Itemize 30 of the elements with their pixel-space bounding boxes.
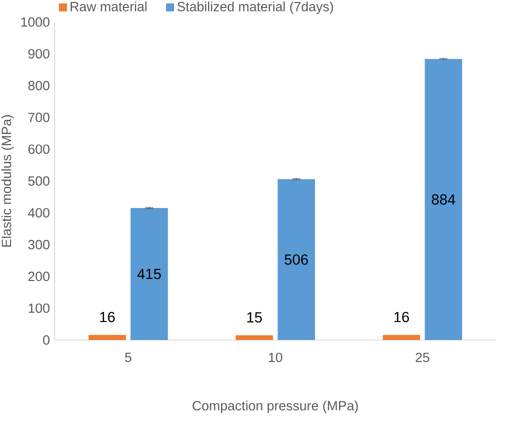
bar — [130, 208, 168, 340]
data-label: 415 — [137, 268, 161, 280]
bar — [278, 179, 315, 340]
y-tick-label: 200 — [28, 272, 50, 282]
y-tick-label: 500 — [28, 176, 50, 186]
y-tick-label: 700 — [28, 112, 50, 122]
bar — [382, 334, 420, 340]
y-axis-title: Elastic modulus (MPa) — [1, 115, 14, 247]
x-tick-label: 10 — [268, 352, 282, 362]
y-tick-label: 800 — [28, 80, 50, 90]
y-tick-label: 100 — [28, 303, 50, 313]
bar — [424, 58, 462, 340]
y-tick-label: 0 — [43, 335, 50, 345]
y-tick-label: 900 — [28, 49, 50, 59]
x-axis-title: Compaction pressure (MPa) — [192, 400, 358, 414]
y-tick-label: 300 — [28, 240, 50, 250]
x-tick-label: 5 — [125, 352, 132, 362]
y-tick-label: 400 — [28, 208, 50, 218]
legend-label: Stabilized material (7days) — [177, 2, 333, 14]
data-label: 884 — [432, 194, 456, 205]
data-label: 16 — [394, 312, 409, 322]
data-label: 506 — [284, 254, 308, 265]
x-tick-label: 25 — [416, 352, 430, 362]
y-tick-label: 600 — [28, 144, 50, 154]
data-label: 16 — [100, 312, 115, 322]
bar — [88, 334, 126, 340]
y-tick-label: 1000 — [21, 17, 50, 27]
bar — [236, 335, 273, 340]
data-label: 15 — [247, 312, 262, 323]
legend-label: Raw material — [70, 2, 146, 12]
